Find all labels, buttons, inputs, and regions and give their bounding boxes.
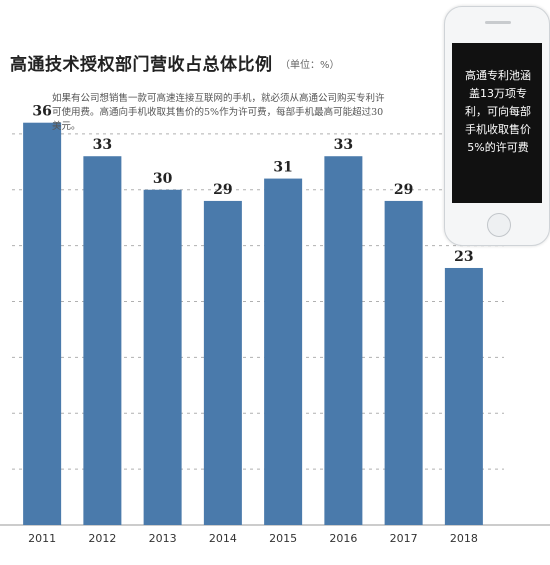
bar-2014 [203, 200, 242, 526]
x-tick-2018: 2018 [450, 532, 478, 545]
bar-2018 [444, 267, 483, 525]
phone-screen-text: 高通专利池涵盖13万项专利，可向每部手机收取售价5%的许可费 [465, 69, 531, 154]
bar-2012 [83, 156, 122, 525]
x-tick-2017: 2017 [390, 532, 418, 545]
value-label-2012: 33 [93, 137, 112, 153]
bar-2015 [264, 178, 303, 525]
phone-screen: 高通专利池涵盖13万项专利，可向每部手机收取售价5%的许可费 [452, 43, 542, 203]
bars [23, 122, 483, 526]
phone-home-button [487, 213, 511, 237]
x-tick-2013: 2013 [149, 532, 177, 545]
phone-speaker [485, 21, 511, 24]
value-label-2018: 23 [454, 249, 473, 265]
x-tick-2012: 2012 [88, 532, 116, 545]
value-label-2011: 36 [32, 104, 51, 120]
bar-2013 [143, 189, 182, 525]
value-label-2014: 29 [213, 182, 232, 198]
bar-2011 [23, 122, 62, 525]
value-label-2013: 30 [153, 171, 173, 187]
chart-title: 高通技术授权部门营收占总体比例 [10, 55, 273, 75]
bar-2017 [384, 200, 423, 526]
x-tick-2011: 2011 [28, 532, 56, 545]
phone-illustration: 高通专利池涵盖13万项专利，可向每部手机收取售价5%的许可费 [444, 6, 550, 246]
value-label-2017: 29 [394, 182, 413, 198]
unit-label: （单位：%） [280, 60, 340, 71]
value-label-2016: 33 [334, 137, 353, 153]
value-label-2015: 31 [273, 160, 292, 176]
x-tick-2016: 2016 [329, 532, 357, 545]
x-tick-2014: 2014 [209, 532, 237, 545]
x-tick-labels: 2011 2012 2013 2014 2015 2016 2017 2018 [28, 532, 478, 545]
x-tick-2015: 2015 [269, 532, 297, 545]
value-labels: 36 33 30 29 31 33 29 23 [32, 104, 473, 265]
bar-2016 [324, 156, 363, 525]
chart-note: 如果有公司想销售一款可高速连接互联网的手机，就必须从高通公司购买专利许可使用费。… [52, 93, 385, 132]
